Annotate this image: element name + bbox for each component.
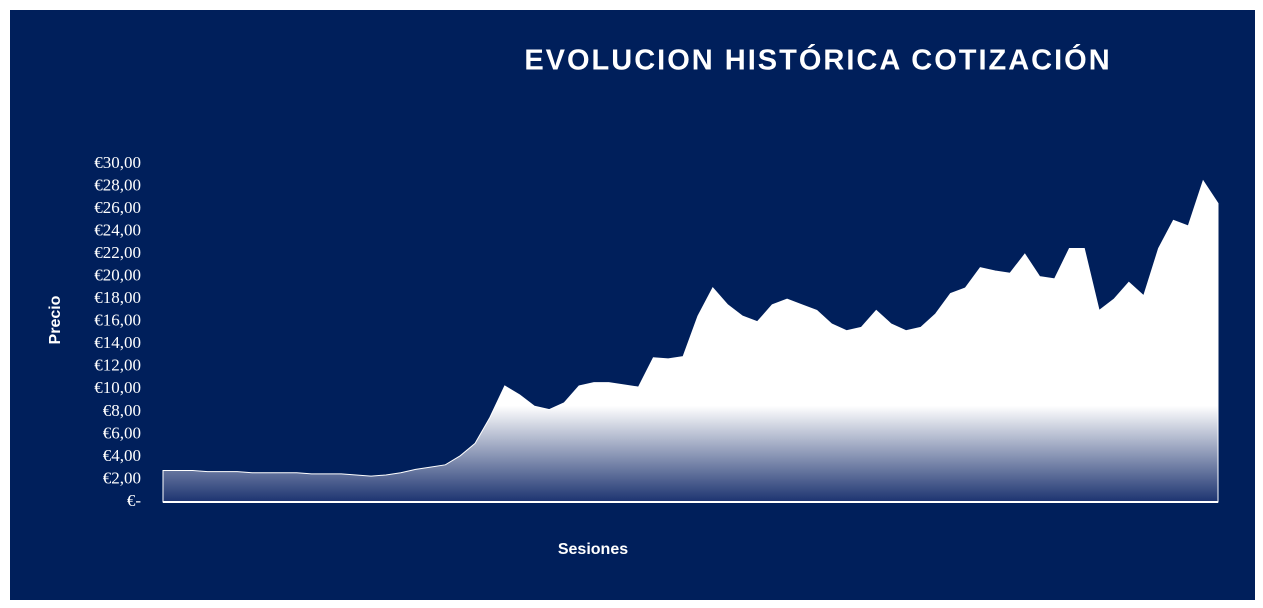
y-tick-label: €10,00	[94, 378, 141, 397]
y-tick-label: €20,00	[94, 266, 141, 285]
y-tick-label: €12,00	[94, 356, 141, 375]
y-tick-label: €2,00	[103, 468, 141, 487]
y-tick-label: €18,00	[94, 288, 141, 307]
x-axis-label: Sesiones	[558, 541, 628, 558]
y-tick-label: €8,00	[103, 401, 141, 420]
y-tick-label: €30,00	[94, 153, 141, 172]
y-axis-label: Precio	[47, 295, 64, 344]
y-tick-label: €22,00	[94, 243, 141, 262]
y-tick-label: €14,00	[94, 333, 141, 352]
area	[162, 179, 1219, 503]
y-tick-label: €-	[127, 491, 142, 510]
y-tick-label: €6,00	[103, 423, 141, 442]
chart-title: EVOLUCION HISTÓRICA COTIZACIÓN	[524, 43, 1111, 77]
y-tick-label: €28,00	[94, 175, 141, 194]
y-tick-label: €16,00	[94, 311, 141, 330]
y-tick-label: €26,00	[94, 198, 141, 217]
y-tick-label: €24,00	[94, 221, 141, 240]
y-tick-label: €4,00	[103, 446, 141, 465]
